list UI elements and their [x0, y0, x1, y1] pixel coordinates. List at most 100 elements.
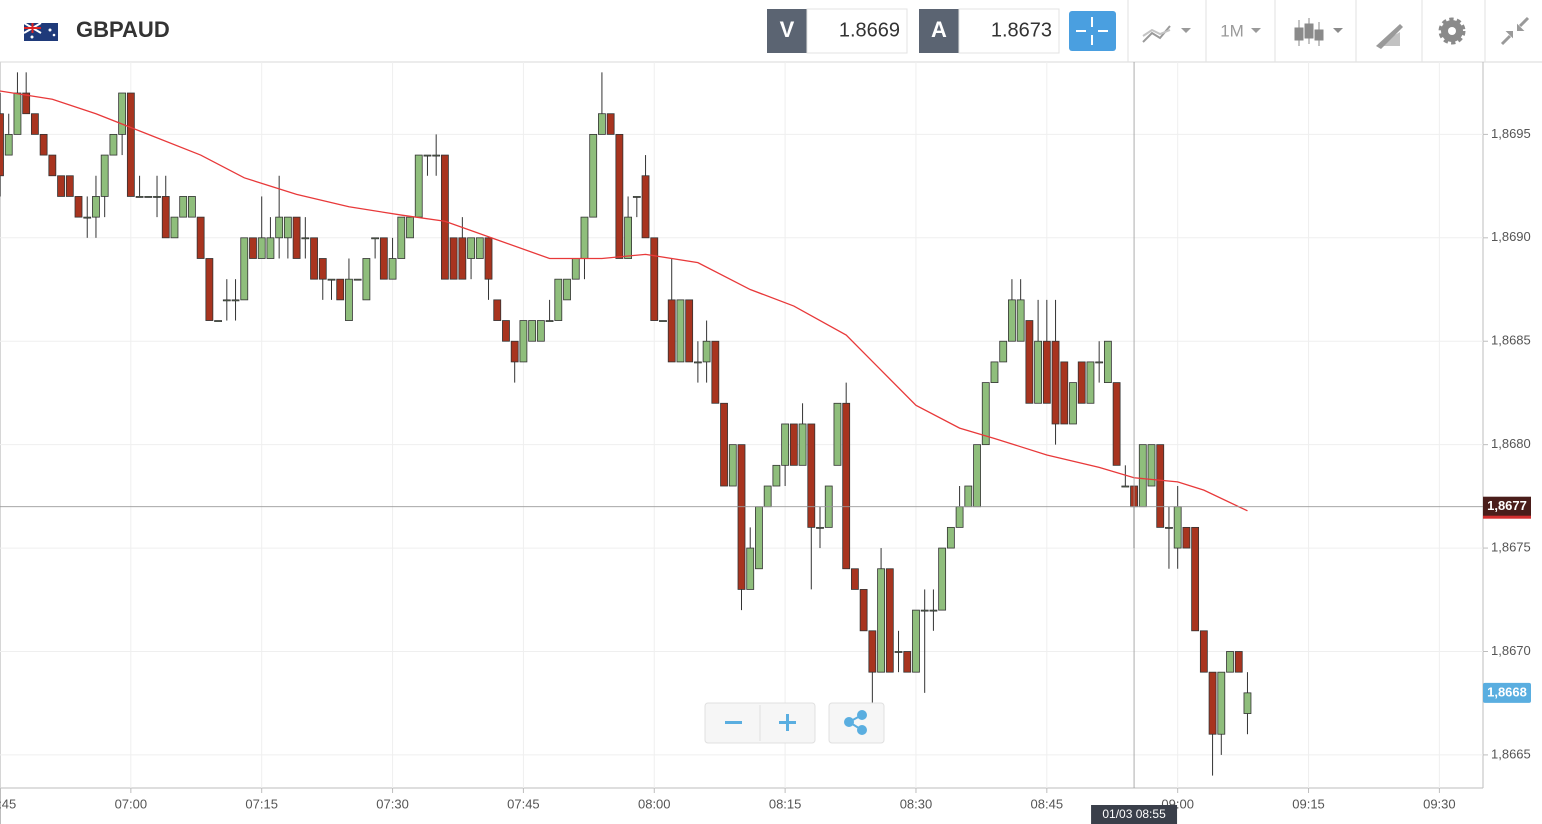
candle-body — [1086, 361, 1095, 404]
candle-body — [641, 175, 650, 239]
ask-badge — [919, 9, 959, 53]
crosshair-y-underline — [1483, 515, 1531, 519]
candle-body — [336, 278, 345, 301]
candle-body — [362, 258, 371, 301]
candle-body — [257, 237, 266, 259]
crosshair-x-label: 01/03 08:55 — [1102, 807, 1166, 821]
x-tick-label: 08:45 — [1031, 796, 1064, 811]
candle-body — [685, 299, 694, 363]
candle-body — [48, 154, 57, 177]
candle-body — [65, 175, 74, 197]
candle-body — [772, 464, 781, 487]
chart-type-button[interactable] — [1294, 18, 1343, 46]
candle-body — [571, 258, 580, 280]
candle-body — [519, 320, 528, 363]
candle-body — [946, 526, 955, 549]
candle-body — [868, 630, 877, 673]
candle-body — [502, 320, 510, 342]
candle-body — [737, 444, 746, 590]
candle-body — [179, 196, 188, 218]
candle-body — [711, 340, 720, 404]
candle-body — [249, 237, 257, 259]
candle-body — [222, 299, 231, 302]
candle-body — [432, 154, 441, 157]
ask-value: 1.8673 — [991, 19, 1052, 41]
indicator-button[interactable] — [1142, 25, 1191, 43]
candle-body — [833, 402, 842, 466]
candle-body — [1191, 526, 1200, 632]
candle-body — [755, 506, 763, 570]
bid-label: V — [780, 17, 795, 42]
y-tick-label: 1,8670 — [1491, 643, 1531, 658]
collapse-button[interactable] — [1500, 16, 1530, 46]
candle-body — [1147, 444, 1156, 487]
candle-body — [414, 154, 423, 218]
candle-body — [423, 154, 432, 157]
candle-body — [894, 651, 903, 653]
zoom-out-button[interactable] — [725, 721, 742, 724]
candle-body — [327, 278, 336, 281]
candle-body — [1217, 671, 1226, 735]
candle-body — [318, 258, 327, 280]
bid-box[interactable] — [806, 8, 908, 54]
candle-body — [1173, 506, 1182, 549]
candle-body — [292, 216, 301, 259]
candle-body — [676, 299, 685, 363]
bid-value: 1.8669 — [839, 19, 900, 41]
candle-body — [789, 423, 798, 466]
candle-body — [126, 92, 135, 197]
candle-body — [1016, 299, 1025, 342]
candle-body — [554, 278, 563, 321]
candle-body — [1112, 382, 1121, 466]
candle-body — [39, 133, 48, 156]
candle-body — [580, 216, 589, 259]
candle-body — [467, 237, 475, 259]
settings-button[interactable] — [1438, 17, 1466, 45]
grid — [0, 62, 1483, 788]
crosshair-button[interactable] — [1069, 11, 1116, 51]
draw-button[interactable] — [1376, 24, 1403, 49]
candle-body — [929, 609, 938, 612]
candle-body — [1103, 340, 1112, 383]
zoom-in-button[interactable] — [779, 714, 796, 731]
candle-body — [1051, 340, 1060, 425]
timeframe-caret — [1251, 28, 1261, 33]
candle-body — [240, 237, 249, 301]
candle-body — [100, 154, 109, 197]
axes: 1,8665 1,8670 1,8675 1,8680 1,8685 1,8690 1,86… — [0, 126, 1531, 824]
crosshair-y-label: 1,8677 — [1487, 498, 1527, 513]
candle-body — [1234, 651, 1243, 673]
candle-body — [458, 237, 467, 280]
candle-body — [345, 278, 353, 321]
candle-body — [659, 320, 667, 322]
candle-body — [57, 175, 65, 197]
flag-icon — [23, 22, 58, 41]
candle-body — [231, 299, 240, 302]
x-tick-label: 09:30 — [1423, 796, 1456, 811]
candle-body — [624, 216, 632, 259]
candle-body — [1095, 361, 1104, 364]
zoom-controls — [704, 702, 885, 744]
crosshair-y-badge — [1483, 496, 1531, 517]
candle-body — [475, 237, 484, 259]
candle-body — [981, 382, 990, 446]
candle-body — [563, 278, 571, 301]
candle-body — [388, 258, 397, 280]
candle-body — [746, 547, 755, 590]
y-tick-label: 1,8690 — [1491, 229, 1531, 244]
candle-body — [353, 278, 362, 281]
candle-body — [920, 609, 929, 612]
candle-body — [859, 589, 868, 632]
timeframe[interactable]: 1M — [1220, 21, 1244, 40]
candle-body — [397, 216, 406, 259]
share-button[interactable] — [844, 710, 867, 735]
last-price-badge — [1483, 682, 1531, 703]
candle-body — [170, 216, 179, 239]
candle-body — [1069, 382, 1077, 425]
candle-body — [1165, 526, 1173, 529]
ask-box[interactable] — [958, 8, 1060, 54]
candle-body — [74, 196, 83, 218]
candle-body — [877, 568, 885, 673]
candle-body — [118, 92, 127, 135]
